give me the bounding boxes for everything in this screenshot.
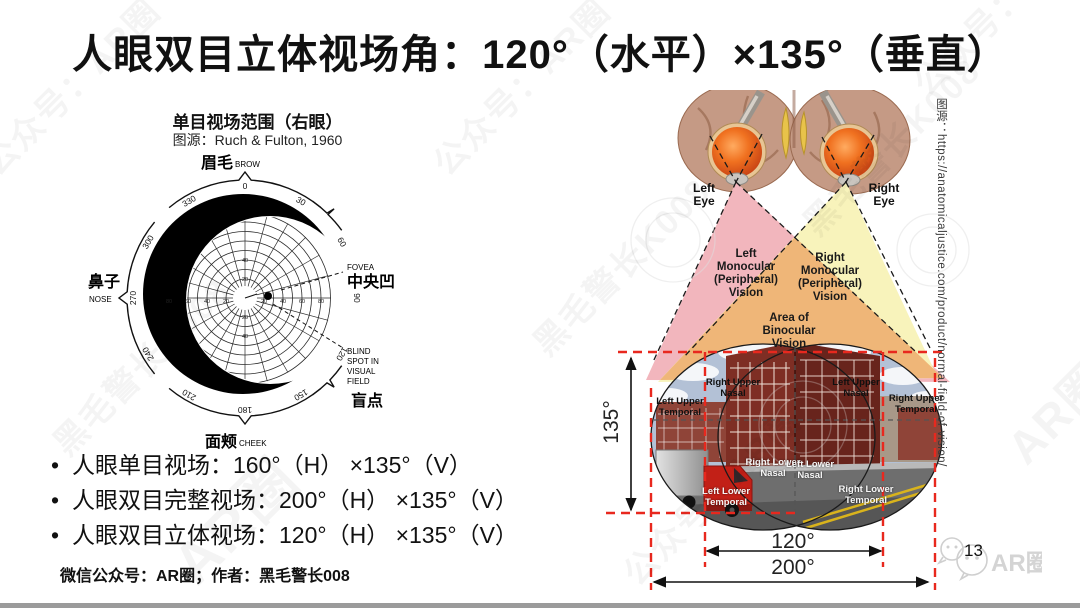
bullet-dot: •: [50, 522, 60, 548]
bullet-text: 人眼单目视场：160°（H） ×135°（V）: [72, 452, 472, 478]
right-eye-label: Right Eye: [868, 181, 900, 208]
left-eye-label: Left Eye: [693, 181, 715, 208]
polar-chart: 0 30 60 90 120 150 180 210 240 270 300 3…: [88, 154, 395, 451]
svg-text:VISUAL: VISUAL: [347, 367, 376, 376]
svg-text:40: 40: [204, 299, 210, 305]
bullet-item: • 人眼单目视场：160°（H） ×135°（V）: [38, 448, 518, 483]
svg-text:30: 30: [294, 194, 307, 208]
slide-title: 人眼双目立体视场角：120°（水平）×135°（垂直）: [72, 33, 1008, 77]
nose-label-en: NOSE: [89, 295, 112, 304]
svg-text:40: 40: [242, 334, 248, 340]
right-upper-nasal-label: Right Upper Nasal: [705, 377, 761, 399]
blindspot-label-en: BLIND SPOT IN VISUAL FIELD: [347, 347, 379, 386]
blindspot-label-cn: 盲点: [351, 391, 383, 410]
main-building-right-face: [795, 344, 880, 488]
svg-text:80: 80: [166, 299, 172, 305]
optic-structures: [781, 106, 807, 160]
left-monocular-label: Left Monocular (Peripheral) Vision: [714, 248, 778, 299]
svg-text:240: 240: [140, 345, 156, 363]
right-upper-temporal-label: Right Upper Temporal: [888, 393, 944, 415]
stamp-watermark-circles: [630, 197, 970, 470]
cheek-label-cn: 面颊: [205, 432, 237, 451]
svg-text:210: 210: [180, 387, 198, 403]
gray-logo-text: AR圈: [991, 550, 1042, 577]
measurement-arrows: [625, 356, 930, 588]
building-windows-right: [800, 359, 874, 466]
polar-grid-spokes: [187, 217, 331, 383]
left-figure-monocular-field: 单目视场范围（右眼） 图源：Ruch & Fulton, 1960 0 30: [85, 108, 430, 460]
right-monocular-label: Right Monocular (Peripheral) Vision: [798, 252, 862, 303]
right-lower-nasal-label: Right Lower Nasal: [745, 457, 801, 479]
svg-text:80: 80: [318, 299, 324, 305]
image-source-url: 图源：https://anatomicaljustice.com/product…: [935, 98, 947, 467]
vision-cones: [646, 133, 950, 382]
svg-text:300: 300: [140, 233, 156, 251]
measurement-120-label: 120°: [771, 530, 815, 553]
left-lower-nasal-label: Left Lower Nasal: [785, 459, 835, 481]
wechat-logo-icon: AR圈: [936, 537, 1042, 582]
footer-credit: 微信公众号：AR圈；作者：黑毛警长008: [60, 568, 350, 585]
svg-text:20: 20: [242, 315, 248, 321]
bullet-dot: •: [50, 452, 60, 478]
right-figure-binocular-vision: Left Eye Right Eye Left Monocular (Perip…: [598, 90, 1020, 602]
svg-text:150: 150: [292, 387, 310, 403]
svg-text:60: 60: [299, 299, 305, 305]
svg-text:BLIND: BLIND: [347, 347, 371, 356]
svg-text:60: 60: [335, 235, 349, 248]
chart-braces: [117, 170, 343, 426]
svg-text:270: 270: [128, 291, 138, 305]
fovea-label-cn: 中央凹: [347, 272, 395, 291]
svg-text:20: 20: [242, 277, 248, 283]
left-figure-source: 图源：Ruch & Fulton, 1960: [172, 132, 343, 148]
nose-label-cn: 鼻子: [88, 272, 120, 291]
binocular-area-label: Area of Binocular Vision: [762, 312, 816, 350]
left-upper-temporal-label: Left Upper Temporal: [656, 396, 704, 418]
binocular-diagram: [606, 90, 970, 590]
svg-text:180: 180: [238, 405, 252, 415]
brow-label-cn: 眉毛: [201, 154, 233, 172]
bottom-edge-bar: [0, 603, 1080, 608]
left-upper-nasal-label: Left Upper Nasal: [832, 377, 880, 399]
binocular-overlap-area: [660, 237, 943, 380]
scene-axis-guides: [654, 347, 938, 527]
blind-spot-dot: [264, 292, 272, 300]
bullet-list: • 人眼单目视场：160°（H） ×135°（V） • 人眼双目完整视场：200…: [38, 448, 518, 553]
svg-text:20: 20: [261, 299, 267, 305]
measurement-135-label: 135°: [600, 400, 623, 444]
measurement-200-label: 200°: [771, 556, 815, 579]
svg-text:20: 20: [223, 299, 229, 305]
bullet-text: 人眼双目完整视场：200°（H） ×135°（V）: [72, 487, 518, 513]
right-lower-temporal-label: Right Lower Temporal: [838, 484, 894, 506]
radial-axis-numbers: 20 40 60 80 20 40 60 80 20 40 20 40: [166, 258, 324, 340]
svg-text:0: 0: [243, 181, 248, 191]
cone-dashed-edges: [652, 133, 931, 363]
fovea-label-en: FOVEA: [347, 263, 375, 272]
left-eyeball: [707, 122, 767, 186]
fovea-pointer: [280, 271, 344, 291]
page-number: 13: [964, 541, 983, 560]
bullet-dot: •: [50, 487, 60, 513]
svg-text:40: 40: [280, 299, 286, 305]
chart-side-labels: 眉毛 BROW 鼻子 NOSE 面颊 CHEEK FOVEA 中央凹 BLIND…: [88, 154, 395, 451]
svg-text:60: 60: [185, 299, 191, 305]
red-dashed-guides: [606, 350, 944, 590]
bullet-item: • 人眼双目完整视场：200°（H） ×135°（V）: [38, 483, 518, 518]
bullet-item: • 人眼双目立体视场：120°（H） ×135°（V）: [38, 518, 518, 553]
svg-text:40: 40: [242, 258, 248, 264]
svg-text:SPOT IN: SPOT IN: [347, 357, 379, 366]
field-white-area: [186, 216, 354, 384]
svg-text:90: 90: [352, 293, 362, 303]
bullet-text: 人眼双目立体视场：120°（H） ×135°（V）: [72, 522, 518, 548]
brow-label-en: BROW: [235, 160, 260, 169]
right-lens: [837, 173, 861, 187]
building-windows-left: [730, 362, 790, 474]
fixation-tick: [244, 293, 258, 299]
svg-text:FIELD: FIELD: [347, 377, 370, 386]
left-lower-temporal-label: Left Lower Temporal: [701, 486, 751, 508]
left-figure-heading: 单目视场范围（右眼）: [172, 113, 343, 132]
cheek-label-en: CHEEK: [239, 439, 267, 448]
